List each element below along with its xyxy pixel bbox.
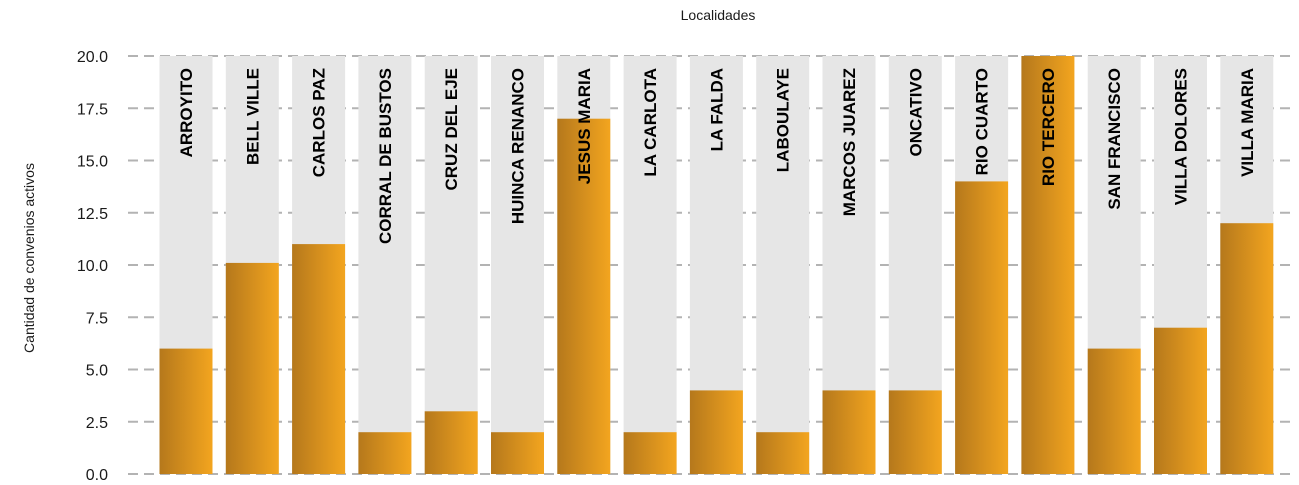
bar <box>159 348 213 474</box>
y-tick-label: 5.0 <box>86 363 108 380</box>
bar <box>623 432 677 474</box>
category-label: BELL VILLE <box>243 68 262 165</box>
category-label: MARCOS JUAREZ <box>840 68 859 216</box>
category-labels: ARROYITO BELL VILLE CARLOS PAZ CORRAL DE BU… <box>177 68 1257 244</box>
data-bars <box>159 56 1274 474</box>
category-label: RIO TERCERO <box>1039 68 1058 186</box>
y-tick-label: 2.5 <box>86 415 108 432</box>
category-label: CARLOS PAZ <box>310 68 329 177</box>
bar <box>557 118 611 474</box>
background-bar <box>491 56 544 474</box>
category-label: HUINCA RENANCO <box>509 68 528 224</box>
bar <box>1154 327 1207 474</box>
category-label: SAN FRANCISCO <box>1105 68 1124 210</box>
y-tick-label: 15.0 <box>77 154 108 171</box>
bar <box>756 432 810 474</box>
bar <box>1220 223 1274 474</box>
background-bar <box>424 56 478 474</box>
bar <box>822 390 876 474</box>
bar <box>1021 56 1075 474</box>
y-axis-title: Cantidad de convenios activos <box>21 163 37 353</box>
category-label: JESUS MARIA <box>575 68 594 184</box>
bar <box>491 432 544 474</box>
bar <box>424 411 478 474</box>
category-label: LABOULAYE <box>774 68 793 172</box>
y-tick-label: 17.5 <box>77 101 108 118</box>
category-label: VILLA MARIA <box>1238 68 1257 177</box>
bar <box>689 390 743 474</box>
category-label: ONCATIVO <box>906 68 925 156</box>
category-label: VILLA DOLORES <box>1172 68 1191 205</box>
bar <box>292 244 346 474</box>
category-label: LA FALDA <box>707 68 726 151</box>
y-tick-label: 20.0 <box>77 49 108 66</box>
y-tick-label: 10.0 <box>77 258 108 275</box>
bar <box>955 181 1009 474</box>
bar <box>888 390 942 474</box>
category-label: RIO CUARTO <box>973 68 992 175</box>
category-label: LA CARLOTA <box>641 68 660 177</box>
background-bar <box>358 56 412 474</box>
x-axis-title: Localidades <box>681 7 756 23</box>
y-tick-label: 0.0 <box>86 467 108 484</box>
background-bar <box>756 56 810 474</box>
category-label: ARROYITO <box>177 68 196 157</box>
bar <box>1087 348 1141 474</box>
bar <box>358 432 412 474</box>
background-bar <box>623 56 677 474</box>
y-tick-label: 7.5 <box>86 310 108 327</box>
bar <box>225 262 279 474</box>
category-label: CRUZ DEL EJE <box>442 68 461 191</box>
category-label: CORRAL DE BUSTOS <box>376 68 395 244</box>
y-tick-label: 12.5 <box>77 206 108 223</box>
y-tick-labels: 0.0 2.5 5.0 7.5 10.0 12.5 15.0 17.5 20.0 <box>77 49 108 484</box>
